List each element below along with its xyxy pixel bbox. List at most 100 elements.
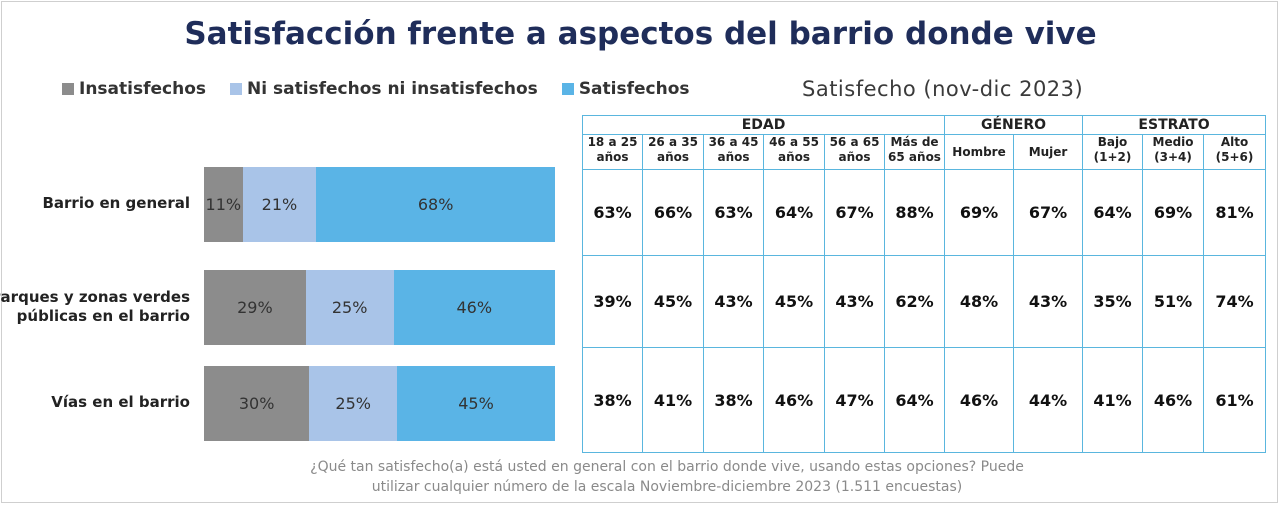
column-header-line: 18 a 25 <box>587 135 638 149</box>
table-cell: 62% <box>883 255 946 348</box>
table-cell: 81% <box>1203 169 1267 256</box>
column-header: Hombre <box>944 134 1015 170</box>
table-cell: 74% <box>1203 255 1267 348</box>
data-label: 21% <box>261 195 298 214</box>
bar-segment: 30% <box>204 366 310 441</box>
column-header-line: años <box>656 150 690 164</box>
table-cell: 45% <box>763 255 825 348</box>
column-header: 26 a 35 años <box>642 134 704 170</box>
table-cell: 43% <box>1013 255 1084 348</box>
column-header-line: Medio <box>1152 135 1194 149</box>
column-header-line: 36 a 45 <box>708 135 759 149</box>
bar-segment: 25% <box>309 366 398 441</box>
group-header: GÉNERO <box>944 115 1084 135</box>
table-cell: 39% <box>582 255 643 348</box>
bar-segment: 25% <box>305 270 394 345</box>
table-cell: 43% <box>703 255 764 348</box>
column-header: 46 a 55 años <box>763 134 825 170</box>
column-header: 56 a 65 años <box>824 134 885 170</box>
legend-label: Ni satisfechos ni insatisfechos <box>247 79 538 99</box>
column-header-line: (3+4) <box>1154 150 1192 164</box>
column-header-line: Mujer <box>1028 144 1068 159</box>
table-cell: 38% <box>582 347 643 453</box>
legend-label: Insatisfechos <box>79 79 206 99</box>
table-cell: 63% <box>582 169 643 256</box>
column-header-line: (5+6) <box>1215 150 1254 164</box>
group-header: EDAD <box>581 115 946 135</box>
legend-swatch <box>230 83 242 95</box>
table-cell: 67% <box>824 169 885 256</box>
category-label-line: Barrio en general <box>42 194 190 212</box>
table-cell: 45% <box>642 255 704 348</box>
column-header-row: 18 a 25 años 26 a 35 años 36 a 45 años 46 a 55… <box>582 134 1267 170</box>
column-header: Medio (3+4) <box>1142 134 1205 170</box>
column-header: 36 a 45 años <box>703 134 764 170</box>
column-header-line: Alto <box>1220 135 1249 149</box>
category-label-line: públicas en el barrio <box>16 306 190 325</box>
data-label: 68% <box>417 195 454 214</box>
table-cell: 51% <box>1142 255 1205 348</box>
table-cell: 61% <box>1203 347 1267 453</box>
legend-label: Satisfechos <box>578 79 690 99</box>
data-label: 25% <box>335 394 371 413</box>
table-cell: 47% <box>824 347 885 453</box>
category-label-line: Vías en el barrio <box>51 393 190 411</box>
stacked-bar: 29% 25% 46% <box>204 270 555 345</box>
table-cell: 46% <box>1142 347 1205 453</box>
bar-segment: 29% <box>204 270 306 345</box>
stacked-bar: 11% 21% 68% <box>204 167 555 242</box>
legend-item: Satisfechos <box>561 79 690 99</box>
column-header-line: años <box>838 150 871 164</box>
category-label: Parques y zonas verdes públicas en el bar… <box>0 288 190 326</box>
category-label-line: Parques y zonas verdes <box>0 287 190 306</box>
category-label: Barrio en general <box>42 194 190 213</box>
table-row: 38% 41% 38% 46% 47% 64% 46% 44% 41% 46% 61% <box>582 347 1267 453</box>
table-cell: 64% <box>763 169 825 256</box>
table-caption: Satisfecho (nov-dic 2023) <box>802 77 1084 101</box>
table-cell: 64% <box>883 347 946 453</box>
data-label: 30% <box>238 394 275 413</box>
bar-segment: 68% <box>316 167 555 242</box>
table-cell: 88% <box>883 169 946 256</box>
table-cell: 48% <box>944 255 1015 348</box>
column-header-line: (1+2) <box>1093 150 1132 164</box>
legend-item: Insatisfechos <box>62 79 206 99</box>
footnote-line-1: ¿Qué tan satisfecho(a) está usted en gen… <box>310 459 1024 475</box>
table-cell: 69% <box>944 169 1015 256</box>
data-label: 46% <box>456 298 493 317</box>
column-header-line: años <box>777 150 811 164</box>
group-header: ESTRATO <box>1082 115 1267 135</box>
column-header-line: 26 a 35 <box>648 135 698 149</box>
table-cell: 41% <box>1082 347 1144 453</box>
category-label: Vías en el barrio <box>51 393 190 412</box>
column-header-line: Bajo <box>1097 135 1128 149</box>
column-header-line: años <box>717 150 750 164</box>
table-row: 39% 45% 43% 45% 43% 62% 48% 43% 35% 51% 74% <box>582 255 1267 348</box>
data-label: 11% <box>205 195 242 214</box>
table-cell: 69% <box>1142 169 1205 256</box>
bar-segment: 11% <box>204 167 243 242</box>
footnote-line-2: utilizar cualquier número de la escala N… <box>371 479 963 495</box>
column-header-line: 65 años <box>888 150 941 164</box>
table-row: 63% 66% 63% 64% 67% 88% 69% 67% 64% 69% 81% <box>582 169 1267 256</box>
table-cell: 44% <box>1013 347 1084 453</box>
data-label: 45% <box>458 394 494 413</box>
legend-swatch <box>62 83 74 95</box>
legend-swatch <box>561 83 574 95</box>
table-cell: 38% <box>703 347 764 453</box>
column-header-line: 46 a 55 <box>769 135 819 149</box>
bar-segment: 45% <box>397 366 555 441</box>
stacked-bar: 30% 25% 45% <box>204 366 555 441</box>
column-header: Alto (5+6) <box>1203 134 1267 170</box>
legend: Insatisfechos Ni satisfechos ni insatisfe… <box>62 78 714 100</box>
group-header-row: EDAD GÉNERO ESTRATO <box>581 115 1267 135</box>
column-header-line: Más de <box>890 135 939 149</box>
table-cell: 64% <box>1082 169 1144 256</box>
column-header-line: años <box>596 150 629 164</box>
bar-segment: 46% <box>393 270 555 345</box>
column-header-line: 56 a 65 <box>829 135 880 149</box>
table-cell: 46% <box>763 347 825 453</box>
table-cell: 35% <box>1082 255 1144 348</box>
table-cell: 63% <box>703 169 764 256</box>
chart-title: Satisfacción frente a aspectos del barri… <box>184 16 1097 52</box>
